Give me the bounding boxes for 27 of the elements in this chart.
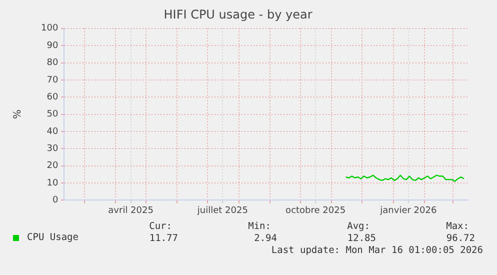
text: Avg: xyxy=(347,221,370,232)
y-tick-label: 90 xyxy=(46,40,58,51)
chart-title: HIFI CPU usage - by year xyxy=(164,7,312,22)
y-tick-label: 20 xyxy=(46,161,58,172)
y-tick-label: 60 xyxy=(46,92,58,102)
x-tick-label: octobre 2025 xyxy=(286,206,346,216)
y-tick-label: 40 xyxy=(46,126,58,137)
text: 96.72 xyxy=(446,233,475,244)
text: 2.94 xyxy=(254,233,277,244)
y-tick-label: 50 xyxy=(46,110,58,120)
y-tick-label: 10 xyxy=(46,178,58,188)
x-tick-label: janvier 2026 xyxy=(379,206,437,216)
y-tick-label: 70 xyxy=(46,75,58,86)
text: Max: xyxy=(446,221,469,232)
x-tick-label: avril 2025 xyxy=(108,206,154,216)
text: Cur: xyxy=(149,221,172,232)
x-tick-label: juillet 2025 xyxy=(196,206,248,216)
y-axis-title: % xyxy=(12,110,24,120)
legend-label: CPU Usage xyxy=(27,232,78,243)
y-tick-label: 100 xyxy=(40,24,58,34)
text: 11.77 xyxy=(149,233,178,244)
text: Last update: Mon Mar 16 01:00:05 2026 xyxy=(271,245,483,256)
y-tick-label: 80 xyxy=(46,58,58,68)
text: 12.85 xyxy=(347,233,376,244)
text: Min: xyxy=(248,221,271,232)
y-tick-label: 30 xyxy=(46,144,58,154)
y-tick-label: 0 xyxy=(52,196,58,206)
